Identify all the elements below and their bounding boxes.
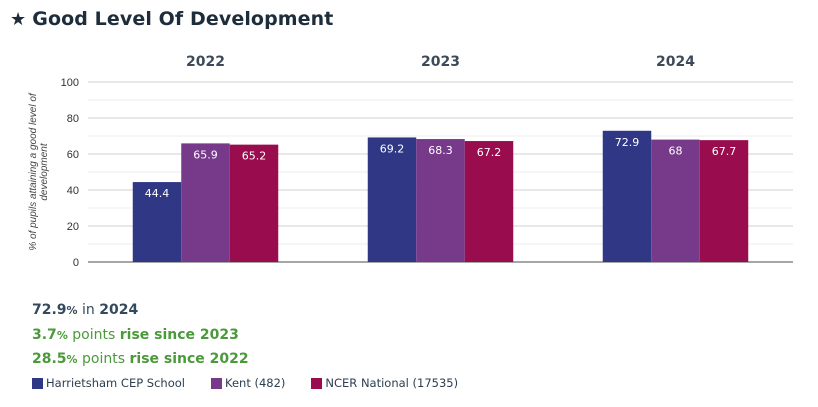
summary-text: points — [67, 327, 120, 343]
bar-value-label: 69.2 — [380, 142, 405, 155]
bar — [416, 139, 465, 262]
bar — [367, 137, 417, 262]
bar — [229, 144, 279, 262]
summary-tail: rise since 2023 — [119, 327, 239, 343]
bar-value-label: 72.9 — [615, 136, 640, 149]
y-axis-label-line: % of pupils attaining a good level of — [28, 92, 39, 251]
legend-label: Harrietsham CEP School — [46, 376, 185, 390]
summary-value: 3.7 — [32, 327, 57, 343]
legend-label: Kent (482) — [224, 376, 286, 390]
summary-rise-2022: 28.5% points rise since 2022 — [32, 351, 249, 367]
bar — [181, 143, 230, 262]
y-tick-label: 0 — [73, 257, 79, 269]
bar-value-label: 68 — [669, 145, 683, 158]
y-axis-label: % of pupils attaining a good level ofdev… — [28, 92, 50, 251]
summary-text: points — [77, 351, 130, 367]
bar-value-label: 67.2 — [477, 146, 502, 159]
legend-label: NCER National (17535) — [325, 376, 459, 390]
bar-value-label: 65.9 — [193, 148, 218, 161]
bar — [651, 139, 700, 262]
chart-title-text: Good Level Of Development — [32, 8, 334, 30]
legend-item-national[interactable]: NCER National (17535) — [311, 376, 458, 390]
bar-value-label: 68.3 — [428, 144, 453, 157]
chart-legend: Harrietsham CEP School Kent (482) NCER N… — [32, 376, 484, 390]
bar-chart: 0 20 40 60 80 100 % of pupils attaining a good… — [28, 54, 793, 269]
summary-unit: % — [66, 304, 78, 317]
legend-swatch — [210, 377, 222, 389]
summary-year: 2024 — [99, 302, 139, 318]
y-tick-label: 20 — [67, 221, 79, 233]
category-label: 2022 — [186, 54, 225, 70]
legend-item-kent[interactable]: Kent (482) — [210, 376, 286, 390]
summary-text: in — [77, 302, 100, 318]
chart-title: ★ Good Level Of Development — [10, 8, 333, 30]
bar — [132, 182, 182, 262]
category-label: 2023 — [421, 54, 460, 70]
y-tick-label: 80 — [67, 113, 79, 125]
y-tick-label: 60 — [67, 149, 79, 161]
bar — [699, 140, 749, 262]
summary-unit: % — [56, 329, 68, 342]
legend-swatch — [311, 377, 323, 389]
bar — [602, 130, 652, 262]
legend-item-school[interactable]: Harrietsham CEP School — [32, 376, 185, 390]
bar — [464, 141, 514, 262]
y-tick-label: 100 — [61, 77, 79, 89]
summary-tail: rise since 2022 — [129, 351, 249, 367]
category-label: 2024 — [656, 54, 695, 70]
summary-rise-2023: 3.7% points rise since 2023 — [32, 327, 239, 343]
y-axis-label-line: development — [39, 142, 50, 200]
summary-current: 72.9% in 2024 — [32, 302, 138, 318]
summary-unit: % — [66, 353, 78, 366]
summary-value: 72.9 — [32, 302, 67, 318]
y-tick-label: 40 — [67, 185, 79, 197]
bar-value-label: 44.4 — [145, 187, 170, 200]
bar-value-label: 67.7 — [712, 145, 737, 158]
legend-swatch — [32, 377, 43, 389]
bar-value-label: 65.2 — [242, 150, 267, 163]
star-icon: ★ — [10, 9, 27, 30]
summary-value: 28.5 — [32, 351, 67, 367]
